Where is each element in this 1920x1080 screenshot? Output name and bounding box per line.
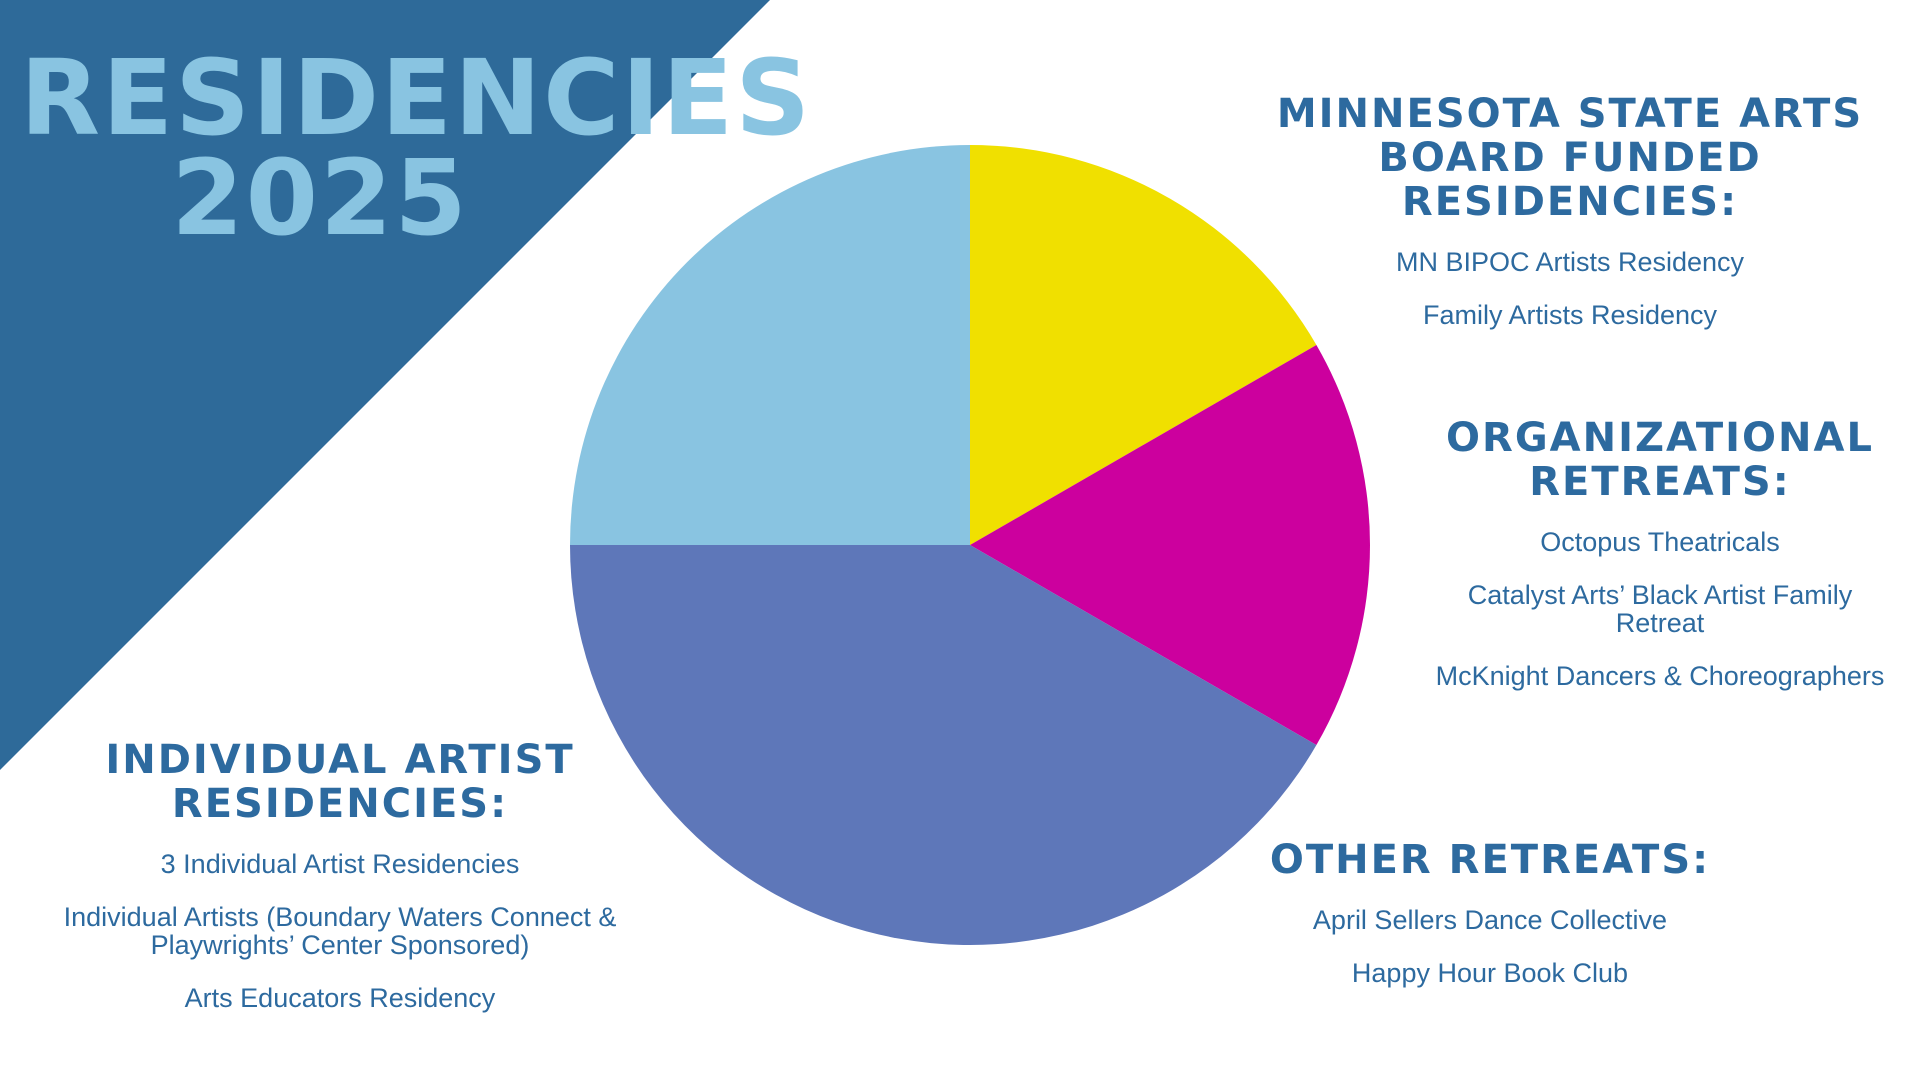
group-other-retreats: OTHER RETREATS: April Sellers Dance Coll… [1260, 838, 1720, 1012]
list-item: McKnight Dancers & Choreographers [1435, 661, 1885, 691]
list-item: MN BIPOC Artists Residency [1395, 247, 1745, 277]
group-heading: OTHER RETREATS: [1269, 837, 1711, 883]
list-item: Octopus Theatricals [1540, 527, 1780, 557]
title-line-2: 2025 [171, 137, 469, 259]
group-heading: INDIVIDUAL ARTIST RESIDENCIES: [105, 737, 575, 827]
pie-slice-4 [570, 145, 970, 545]
list-item: 3 Individual Artist Residencies [160, 849, 520, 879]
group-heading: MINNESOTA STATE ARTS BOARD FUNDED RESIDE… [1276, 91, 1864, 225]
triangle-shape [0, 0, 770, 770]
group-heading: ORGANIZATIONAL RETREATS: [1446, 415, 1874, 505]
list-item: Family Artists Residency [1422, 300, 1718, 330]
pie-slice-2 [970, 345, 1370, 745]
list-item: Catalyst Arts’ Black Artist Family Retre… [1467, 580, 1853, 638]
pie-slice-1 [970, 145, 1317, 545]
group-individual-artist-residencies: INDIVIDUAL ARTIST RESIDENCIES: 3 Individ… [40, 738, 640, 1037]
list-item: April Sellers Dance Collective [1312, 905, 1668, 935]
list-item: Individual Artists (Boundary Waters Conn… [63, 902, 617, 960]
list-item: Happy Hour Book Club [1351, 958, 1629, 988]
group-organizational-retreats: ORGANIZATIONAL RETREATS: Octopus Theatri… [1430, 416, 1890, 715]
list-item: Arts Educators Residency [184, 983, 496, 1013]
group-mn-state-arts-board: MINNESOTA STATE ARTS BOARD FUNDED RESIDE… [1240, 92, 1900, 354]
pie-slice-3 [570, 545, 1317, 945]
